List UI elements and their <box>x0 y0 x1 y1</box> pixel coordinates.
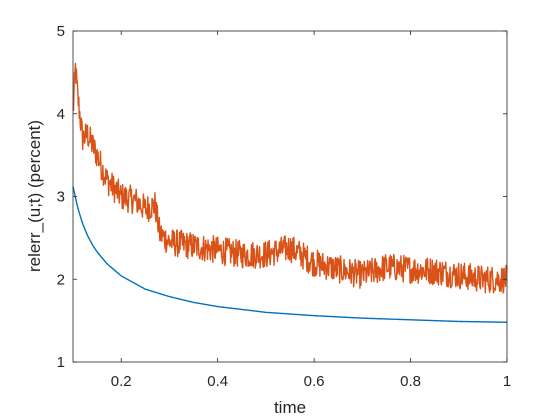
tick-layer: 0.2 0.4 0.6 0.8 1 1 2 3 4 5 <box>57 23 512 390</box>
x-tick-label: 0.6 <box>304 373 325 390</box>
y-tick-label: 4 <box>57 106 65 123</box>
x-tick-label: 1 <box>503 373 511 390</box>
x-tick-label: 0.2 <box>111 373 132 390</box>
y-tick-label: 5 <box>57 23 65 40</box>
y-tick-label: 2 <box>57 271 65 288</box>
y-tick-label: 3 <box>57 189 65 206</box>
x-tick-label: 0.8 <box>400 373 421 390</box>
x-axis-label: time <box>274 398 306 417</box>
plot-area-background <box>73 31 507 362</box>
series-line-2 <box>72 62 508 294</box>
series-line-1 <box>72 186 508 323</box>
y-tick-label: 1 <box>57 354 65 371</box>
series-layer <box>72 62 508 323</box>
x-tick-label: 0.4 <box>207 373 228 390</box>
y-axis-label: relerr_(u;t) (percent) <box>25 120 44 272</box>
